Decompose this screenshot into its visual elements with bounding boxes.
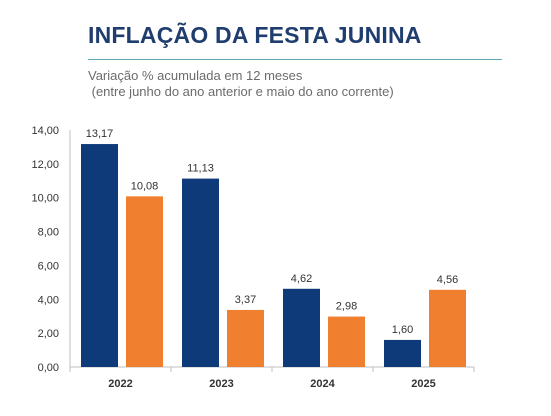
y-tick-label: 4,00	[38, 294, 59, 306]
data-label: 4,56	[437, 274, 458, 286]
y-tick-label: 6,00	[38, 260, 59, 272]
x-tick-label: 2022	[108, 378, 132, 390]
bar-2025-series-2	[429, 289, 466, 367]
title-divider	[88, 59, 502, 60]
y-tick-label: 14,00	[31, 125, 59, 137]
x-tick-label: 2024	[310, 378, 335, 390]
bar-2022-series-2	[126, 196, 163, 367]
x-tick-label: 2025	[411, 378, 435, 390]
y-tick-label: 8,00	[38, 227, 59, 239]
chart-subtitle: Variação % acumulada em 12 meses (entre …	[88, 68, 394, 100]
bar-2023-series-1	[182, 178, 219, 367]
chart-title: INFLAÇÃO DA FESTA JUNINA	[88, 22, 422, 48]
subtitle-line-2: (entre junho do ano anterior e maio do a…	[88, 84, 394, 99]
data-label: 1,60	[392, 324, 413, 336]
data-label: 11,13	[187, 163, 214, 175]
y-tick-label: 12,00	[31, 159, 59, 171]
data-label: 2,98	[336, 301, 357, 313]
bar-2024-series-1	[283, 288, 320, 367]
data-label: 3,37	[235, 294, 256, 306]
bar-2022-series-1	[81, 144, 118, 367]
bar-2024-series-2	[328, 316, 365, 367]
subtitle-line-1: Variação % acumulada em 12 meses	[88, 68, 303, 83]
y-tick-label: 0,00	[38, 362, 59, 374]
y-tick-label: 10,00	[31, 193, 59, 205]
bar-2023-series-2	[227, 309, 264, 367]
y-tick-label: 2,00	[38, 328, 59, 340]
bar-2025-series-1	[384, 339, 421, 367]
data-label: 10,08	[131, 180, 159, 192]
data-label: 4,62	[291, 273, 312, 285]
data-label: 13,17	[86, 128, 114, 140]
x-tick-label: 2023	[209, 378, 233, 390]
